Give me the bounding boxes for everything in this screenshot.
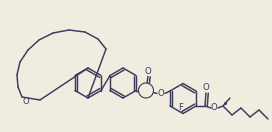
Text: O: O — [157, 89, 164, 98]
Circle shape — [138, 83, 153, 98]
Text: Abs: Abs — [141, 88, 151, 93]
Text: F: F — [178, 103, 184, 112]
Text: O: O — [145, 67, 151, 76]
Text: O: O — [203, 84, 209, 93]
Text: O: O — [211, 103, 217, 112]
Text: O: O — [23, 96, 29, 105]
